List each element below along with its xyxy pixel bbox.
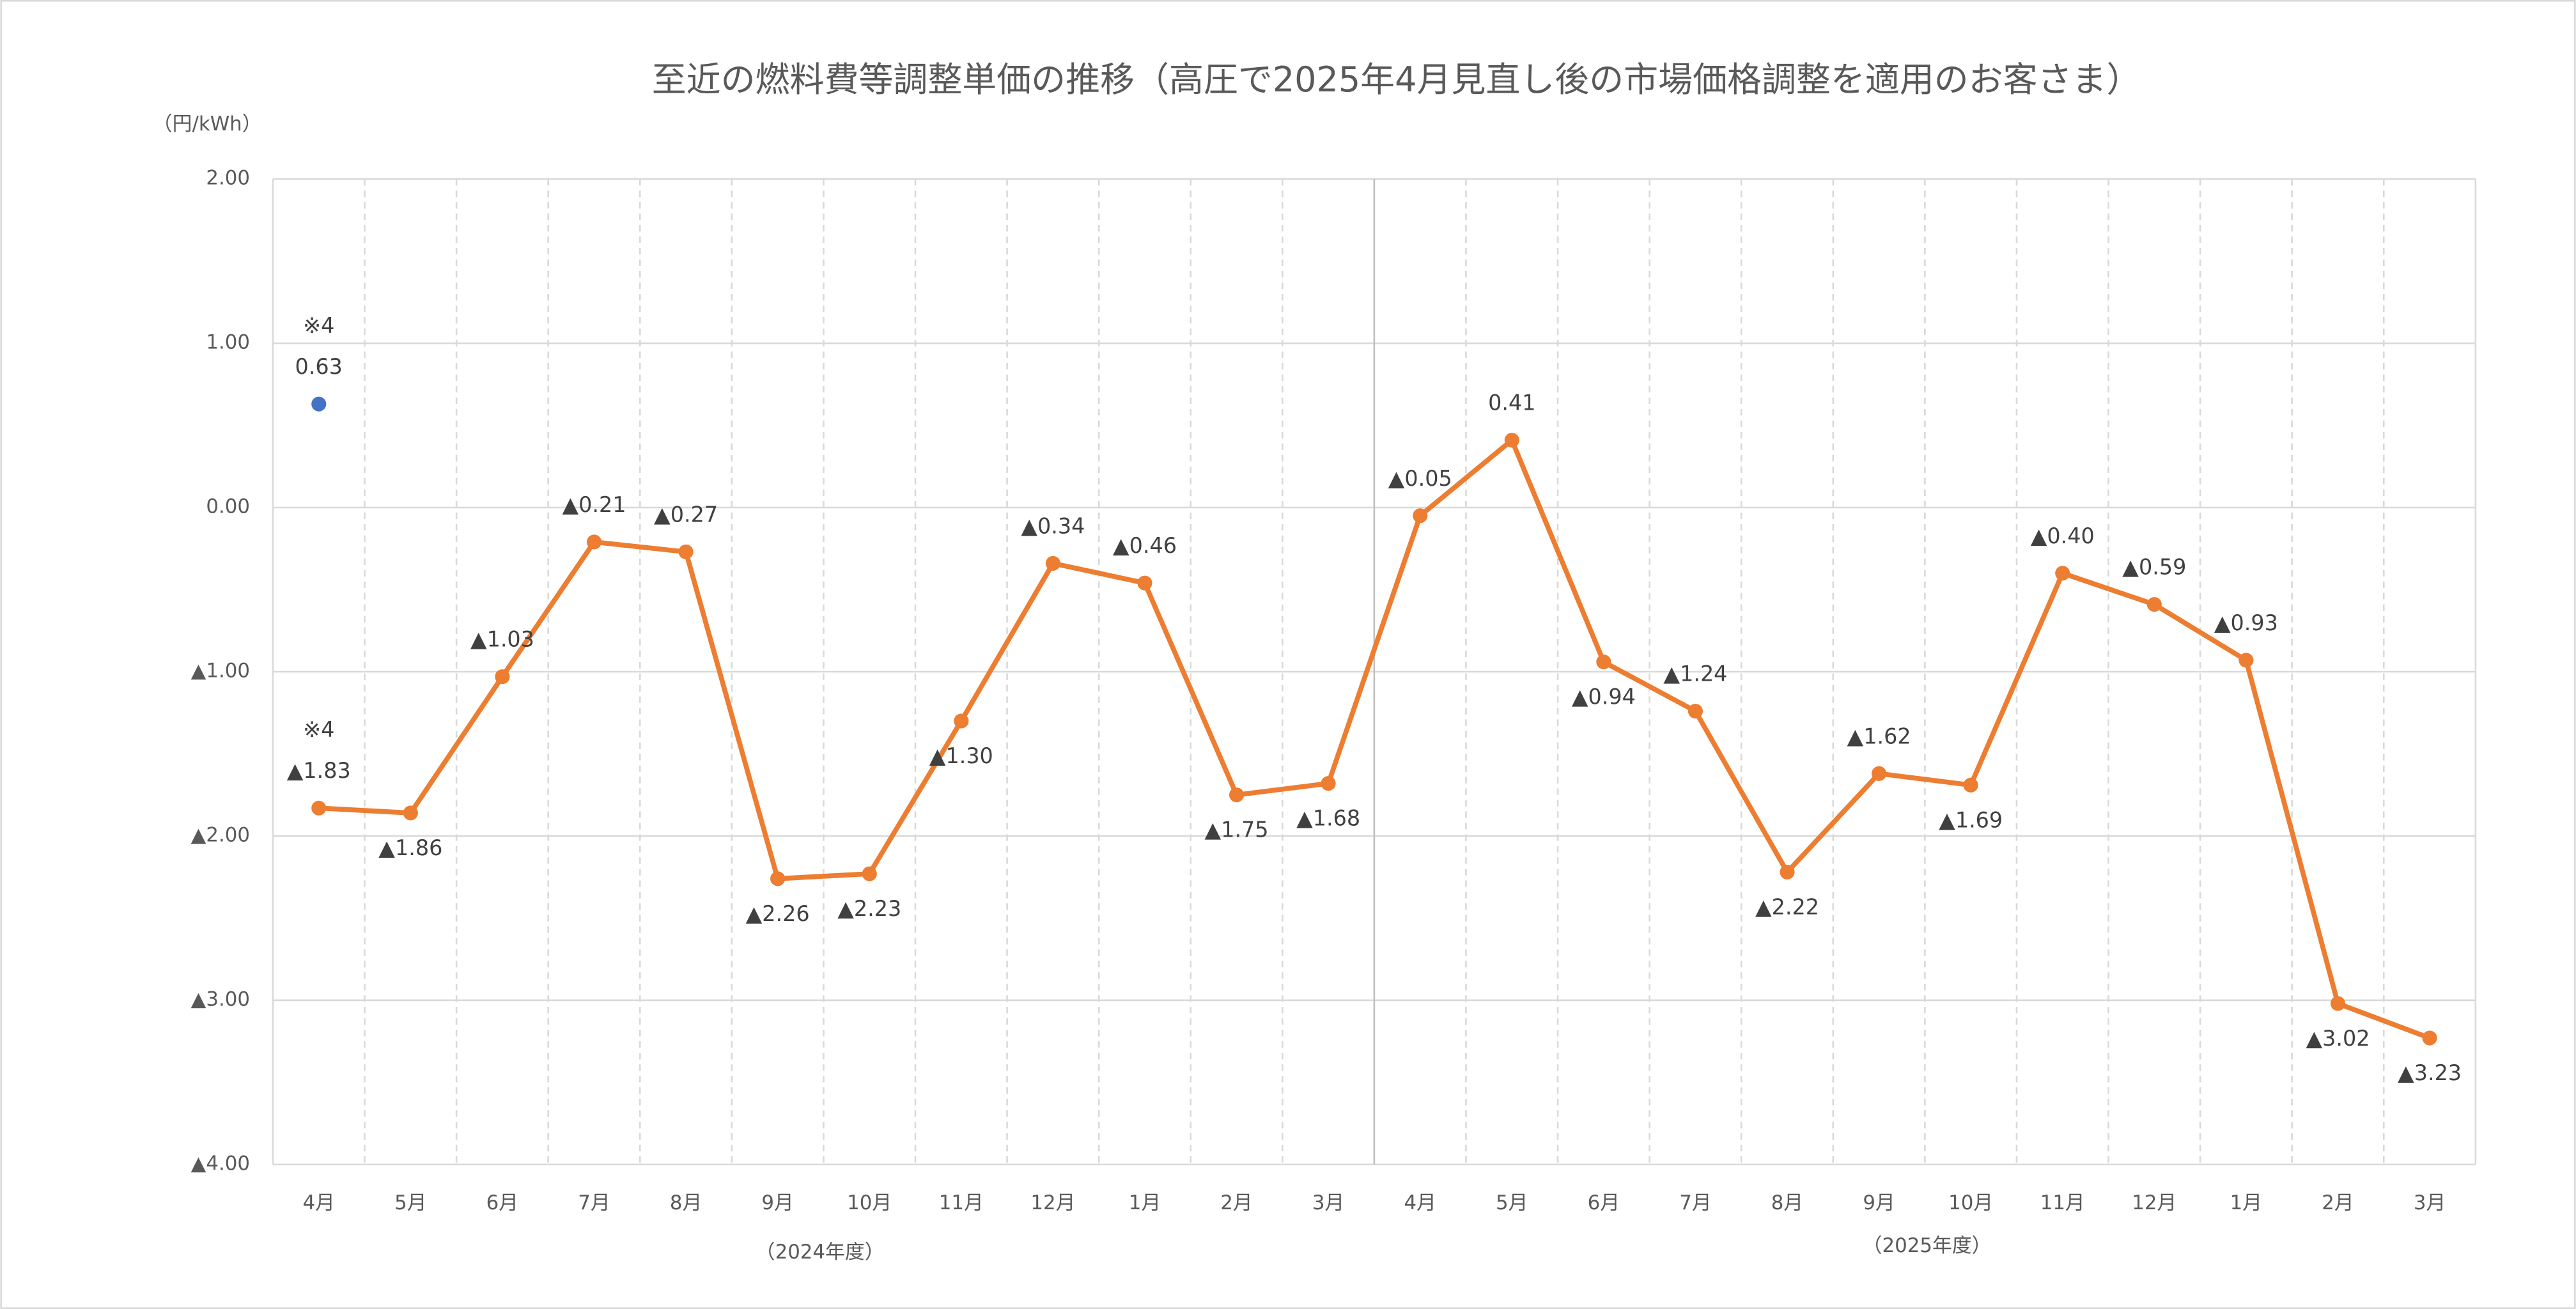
x-tick-label: 3月 xyxy=(2414,1191,2446,1214)
point xyxy=(586,534,602,550)
x-tick-label: 11月 xyxy=(939,1191,984,1214)
x-tick-label: 2月 xyxy=(1220,1191,1252,1214)
data-label: ▲3.02 xyxy=(2306,1026,2370,1051)
data-label: ▲2.26 xyxy=(746,901,810,926)
point xyxy=(1504,433,1519,448)
data-label: ▲0.21 xyxy=(562,492,626,517)
point xyxy=(954,713,969,729)
point xyxy=(2238,653,2254,668)
y-tick-label: ▲4.00 xyxy=(191,1152,250,1175)
point xyxy=(1137,575,1152,591)
data-label: 0.63 xyxy=(295,354,343,379)
data-label: ▲1.83 xyxy=(287,758,351,783)
x-tick-label: 10月 xyxy=(847,1191,892,1214)
x-tick-label: 1月 xyxy=(2230,1191,2262,1214)
x-tick-label: 6月 xyxy=(1588,1191,1620,1214)
y-axis-label: （円/kWh） xyxy=(153,112,262,136)
x-tick-label: 3月 xyxy=(1312,1191,1344,1214)
x-tick-label: 5月 xyxy=(394,1191,426,1214)
data-label: ▲2.22 xyxy=(1755,895,1819,920)
point xyxy=(311,800,327,816)
data-label: ▲1.75 xyxy=(1205,817,1269,842)
data-label: ▲1.03 xyxy=(470,627,534,652)
x-tick-label: 10月 xyxy=(1948,1191,1993,1214)
point xyxy=(770,871,786,887)
data-label: 0.41 xyxy=(1488,391,1535,415)
data-label: ▲1.69 xyxy=(1939,807,2003,832)
point xyxy=(495,669,510,685)
x-tick-label: 12月 xyxy=(1030,1191,1075,1214)
group-label: （2025年度） xyxy=(1863,1234,1992,1257)
point xyxy=(403,805,418,821)
point xyxy=(1963,777,1978,793)
point xyxy=(862,866,877,881)
chart-title: 至近の燃料費等調整単価の推移（高圧で2025年4月見直し後の市場価格調整を適用の… xyxy=(652,59,2141,100)
data-label: ▲0.27 xyxy=(654,502,718,527)
point xyxy=(311,396,327,412)
y-tick-label: ▲2.00 xyxy=(191,823,250,846)
x-tick-label: 8月 xyxy=(1771,1191,1803,1214)
y-tick-label: ▲1.00 xyxy=(191,659,250,682)
x-tick-label: 1月 xyxy=(1129,1191,1161,1214)
x-tick-label: 7月 xyxy=(578,1191,610,1214)
point xyxy=(678,544,694,559)
data-label: ▲1.62 xyxy=(1847,724,1911,748)
x-tick-label: 9月 xyxy=(1863,1191,1895,1214)
y-tick-label: 2.00 xyxy=(206,167,250,190)
data-label: ▲0.59 xyxy=(2122,555,2186,580)
point xyxy=(1596,654,1611,670)
x-tick-label: 5月 xyxy=(1496,1191,1528,1214)
x-tick-label: 4月 xyxy=(303,1191,335,1214)
point xyxy=(1688,704,1703,719)
point xyxy=(1780,864,1795,880)
x-tick-label: 12月 xyxy=(2132,1191,2176,1214)
data-label: ▲1.30 xyxy=(929,743,993,768)
point xyxy=(2146,597,2162,612)
point xyxy=(1413,508,1428,523)
group-label: （2024年度） xyxy=(756,1241,885,1264)
point xyxy=(1872,766,1887,781)
data-label: ▲1.86 xyxy=(378,835,442,860)
y-tick-label: ▲3.00 xyxy=(191,988,250,1011)
x-tick-label: 7月 xyxy=(1679,1191,1711,1214)
note: ※4 xyxy=(303,717,334,742)
data-label: ▲1.68 xyxy=(1296,806,1360,831)
data-label: ▲0.46 xyxy=(1113,533,1177,558)
data-label: ▲2.23 xyxy=(837,896,901,921)
y-tick-label: 0.00 xyxy=(206,495,250,518)
x-tick-label: 9月 xyxy=(761,1191,793,1214)
point xyxy=(1045,555,1060,571)
data-label: ▲1.24 xyxy=(1663,662,1727,686)
x-tick-label: 4月 xyxy=(1404,1191,1436,1214)
point xyxy=(1229,787,1245,803)
data-label: ▲0.40 xyxy=(2031,523,2095,548)
x-tick-label: 2月 xyxy=(2322,1191,2354,1214)
data-label: ▲0.34 xyxy=(1021,513,1085,538)
data-label: ▲0.05 xyxy=(1388,466,1452,491)
point xyxy=(2330,996,2346,1011)
note: ※4 xyxy=(303,313,334,338)
data-label: ▲0.93 xyxy=(2214,610,2278,635)
x-tick-label: 8月 xyxy=(670,1191,702,1214)
point xyxy=(2422,1030,2437,1046)
data-label: ▲3.23 xyxy=(2398,1060,2462,1085)
point xyxy=(1321,776,1336,791)
x-tick-label: 6月 xyxy=(486,1191,518,1214)
y-tick-label: 1.00 xyxy=(206,331,250,354)
line xyxy=(318,437,2431,1041)
point xyxy=(2055,566,2070,581)
x-tick-label: 11月 xyxy=(2040,1191,2085,1214)
data-label: ▲0.94 xyxy=(1572,685,1636,709)
